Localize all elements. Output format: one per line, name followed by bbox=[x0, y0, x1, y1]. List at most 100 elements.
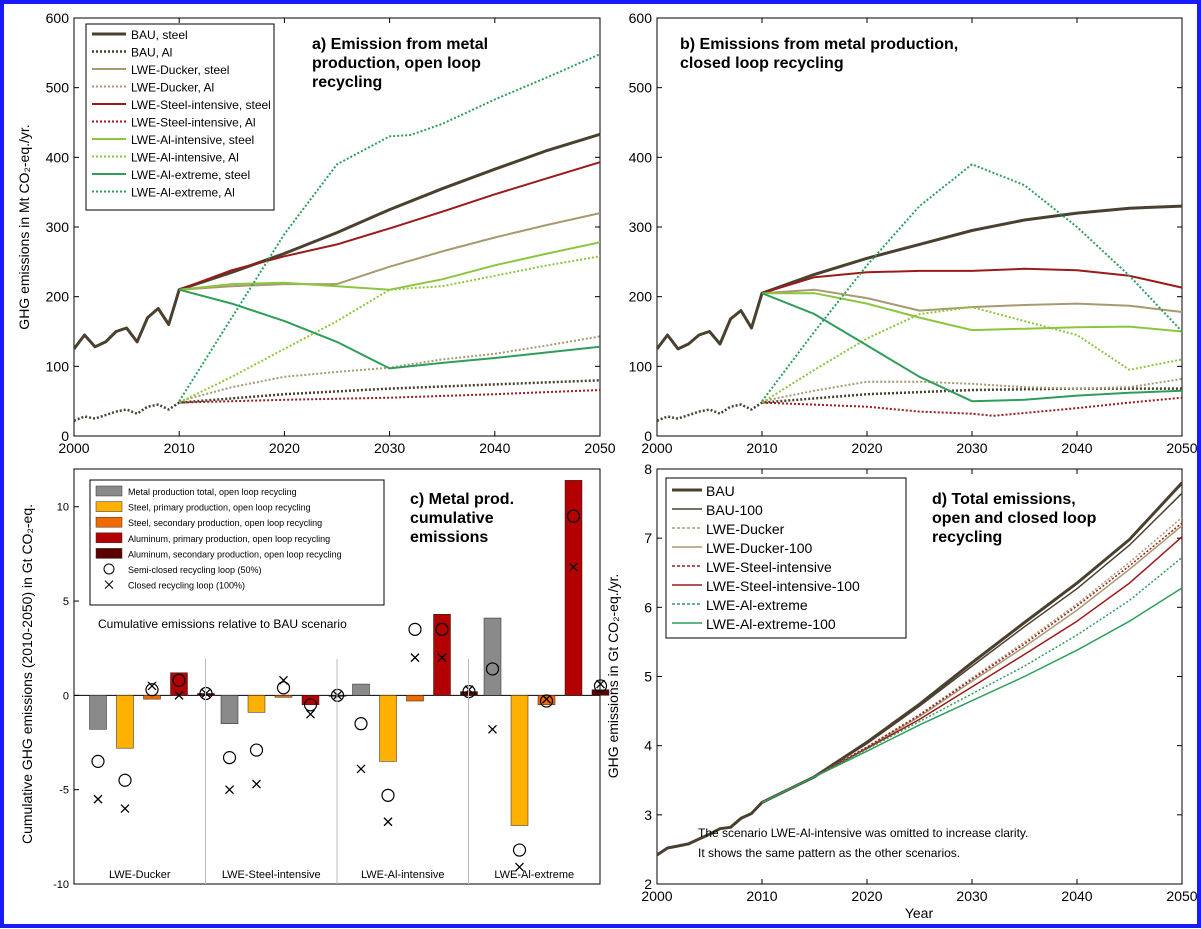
x-axis-label: Year bbox=[905, 905, 934, 921]
series-line-lwe-al-extreme-al bbox=[761, 163, 1183, 402]
x-tick-label: 2000 bbox=[58, 440, 89, 456]
semi-closed-marker bbox=[172, 673, 186, 687]
y-tick-label: 100 bbox=[46, 358, 70, 374]
panel-title: c) Metal prod. bbox=[410, 491, 514, 508]
x-tick-label: 2020 bbox=[851, 888, 882, 904]
closed-marker bbox=[174, 690, 184, 700]
semi-closed-marker bbox=[485, 662, 500, 676]
legend-swatch bbox=[103, 563, 115, 575]
series-line-lwe-al-intensive-steel bbox=[762, 292, 1183, 333]
y-axis-label: GHG emissions in Gt CO₂-eq./yr. bbox=[605, 574, 621, 779]
legend-label: LWE-Al-intensive, steel bbox=[131, 133, 254, 147]
series-line-lwe-steel-intensive-steel bbox=[178, 161, 601, 291]
semi-closed-marker bbox=[435, 622, 449, 636]
closed-marker bbox=[410, 653, 420, 663]
legend-label: Steel, secondary production, open loop r… bbox=[128, 518, 322, 528]
closed-marker bbox=[488, 724, 497, 734]
bar bbox=[274, 695, 293, 698]
series-line-lwe-ducker bbox=[761, 516, 1183, 804]
bar bbox=[220, 695, 239, 724]
plot-area bbox=[656, 17, 1183, 437]
legend-box bbox=[89, 479, 385, 606]
legend-label: LWE-Steel-intensive, steel bbox=[131, 98, 271, 112]
category-label: LWE-Ducker bbox=[109, 869, 171, 881]
y-tick-label: -10 bbox=[53, 879, 69, 891]
y-tick-label: 0 bbox=[644, 428, 652, 444]
y-tick-label: 7 bbox=[644, 530, 652, 546]
legend-label: LWE-Al-extreme, steel bbox=[131, 168, 250, 182]
legend-label: LWE-Steel-intensive, Al bbox=[131, 116, 256, 130]
closed-marker bbox=[279, 675, 288, 685]
closed-marker bbox=[542, 694, 551, 704]
y-tick-label: 500 bbox=[46, 80, 70, 96]
y-tick-label: 400 bbox=[629, 149, 653, 165]
panel-title: cumulative bbox=[410, 510, 494, 527]
y-tick-label: 300 bbox=[46, 219, 70, 235]
legend-label: Metal production total, open loop recycl… bbox=[128, 487, 297, 497]
y-tick-label: 500 bbox=[629, 80, 653, 96]
semi-closed-marker bbox=[145, 683, 159, 697]
legend-swatch bbox=[95, 532, 123, 544]
semi-closed-marker bbox=[249, 743, 264, 757]
y-tick-label: 600 bbox=[629, 10, 653, 26]
x-tick-label: 2050 bbox=[1166, 440, 1197, 456]
category-label: LWE-Al-intensive bbox=[361, 869, 445, 881]
series-line-lwe-steel-intensive-100 bbox=[761, 536, 1183, 804]
semi-closed-marker bbox=[593, 679, 608, 693]
legend-label: Closed recycling loop (100%) bbox=[128, 581, 245, 591]
panel-title: b) Emissions from metal production, bbox=[680, 36, 958, 53]
closed-marker bbox=[356, 764, 366, 774]
series-line-bau-steel bbox=[655, 204, 1183, 351]
x-tick-label: 2020 bbox=[269, 440, 300, 456]
legend-label: LWE-Al-intensive, Al bbox=[131, 151, 239, 165]
semi-closed-marker bbox=[566, 509, 581, 523]
closed-marker bbox=[252, 779, 261, 789]
panel-title: recycling bbox=[932, 529, 1002, 546]
bar bbox=[433, 614, 451, 696]
panel-title: emissions bbox=[410, 529, 488, 546]
x-tick-label: 2050 bbox=[1166, 888, 1197, 904]
panel-a-line-chart: 2000 2010 2020 2030 2040 2050 0 100 200 300 400 500… bbox=[16, 10, 616, 456]
y-tick-label: 600 bbox=[46, 10, 70, 26]
chart-subtitle: Cumulative emissions relative to BAU sce… bbox=[98, 617, 347, 631]
y-tick-label: 200 bbox=[46, 289, 70, 305]
bar bbox=[564, 480, 583, 696]
x-tick-label: 2030 bbox=[956, 888, 987, 904]
y-tick-label: 100 bbox=[629, 358, 653, 374]
annotation-note: It shows the same pattern as the other s… bbox=[698, 846, 960, 860]
semi-closed-marker bbox=[276, 681, 291, 695]
closed-marker bbox=[147, 681, 157, 691]
x-tick-label: 2010 bbox=[746, 888, 777, 904]
legend-swatch bbox=[95, 548, 123, 559]
legend-label: LWE-Ducker, Al bbox=[131, 81, 214, 95]
series-line-bau-100 bbox=[761, 492, 1183, 804]
bar bbox=[406, 695, 424, 702]
panel-title: closed loop recycling bbox=[680, 55, 844, 72]
category-label: LWE-Steel-intensive bbox=[222, 869, 321, 881]
x-tick-label: 2040 bbox=[1061, 888, 1092, 904]
bar bbox=[247, 695, 266, 713]
y-tick-label: -5 bbox=[59, 785, 69, 797]
x-tick-label: 2000 bbox=[641, 440, 672, 456]
y-tick-label: 10 bbox=[57, 502, 69, 514]
closed-marker bbox=[306, 709, 315, 719]
semi-closed-marker bbox=[381, 788, 395, 802]
series-line-bau-steel bbox=[72, 132, 601, 350]
legend-label: BAU, Al bbox=[131, 46, 172, 60]
legend-box bbox=[85, 23, 275, 211]
bar bbox=[170, 672, 188, 696]
figure-canvas: 2000 2010 2020 2030 2040 2050 0 100 200 300 400 500… bbox=[16, 10, 1198, 921]
legend-label: BAU-100 bbox=[706, 502, 763, 518]
category-label: LWE-Al-extreme bbox=[494, 869, 574, 881]
y-tick-label: 200 bbox=[629, 289, 653, 305]
y-tick-label: 300 bbox=[629, 219, 653, 235]
annotation-note: The scenario LWE-Al-intensive was omitte… bbox=[698, 826, 1028, 840]
semi-closed-marker bbox=[118, 773, 132, 787]
series-line-bau-al bbox=[656, 387, 1182, 422]
legend-swatch bbox=[104, 580, 114, 589]
series-line-lwe-ducker-steel bbox=[179, 212, 601, 291]
panel-title: production, open loop bbox=[312, 55, 481, 72]
closed-marker bbox=[383, 817, 393, 827]
x-tick-label: 2030 bbox=[374, 440, 405, 456]
